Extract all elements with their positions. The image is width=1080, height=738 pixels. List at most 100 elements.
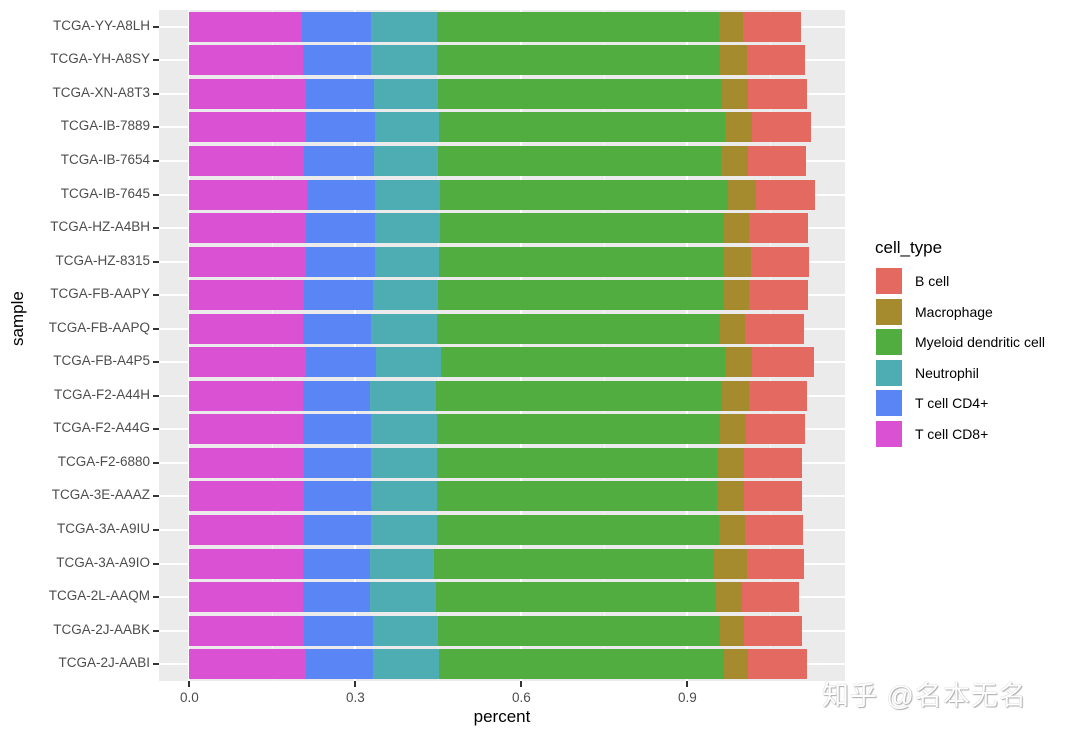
legend-swatch	[875, 389, 903, 418]
bar-segment	[302, 11, 372, 42]
bar-segment	[189, 179, 307, 210]
bar-segment	[719, 313, 745, 344]
bar-segment	[746, 414, 805, 445]
bar-segment	[189, 213, 306, 244]
bar-segment	[370, 380, 437, 411]
bar-segment	[189, 548, 304, 579]
stacked-bar	[189, 649, 807, 680]
bar-segment	[303, 414, 372, 445]
legend-items: B cell Macrophage Myeloid dendritic cell Ne…	[875, 266, 1045, 449]
x-tick-label: 0.9	[677, 690, 697, 705]
y-tick-mark	[153, 596, 159, 599]
minor-gridline	[604, 10, 606, 681]
stacked-bar	[189, 45, 806, 76]
bar-segment	[304, 280, 373, 311]
bar-segment	[713, 548, 748, 579]
y-tick-mark	[153, 529, 159, 532]
stacked-bar	[189, 447, 802, 478]
bar-segment	[439, 649, 724, 680]
bar-segment	[719, 515, 746, 546]
stacked-bar	[189, 380, 808, 411]
y-tick-label: TCGA-F2-6880	[57, 453, 150, 469]
y-tick-mark	[153, 562, 159, 565]
bar-segment	[189, 246, 306, 277]
y-tick-mark	[153, 361, 159, 364]
y-tick-label: TCGA-HZ-A4BH	[50, 219, 150, 235]
minor-gridline	[438, 10, 440, 681]
bar-segment	[752, 112, 812, 143]
bar-segment	[371, 45, 437, 76]
bar-segment	[434, 548, 714, 579]
bar-segment	[438, 112, 725, 143]
y-tick-label: TCGA-YH-A8SY	[50, 51, 150, 67]
y-tick-label: TCGA-F2-A44H	[53, 386, 150, 402]
legend-item: T cell CD8+	[875, 419, 1045, 450]
y-tick-mark	[153, 629, 159, 632]
bar-segment	[305, 78, 374, 109]
x-axis-title-text: percent	[473, 707, 531, 726]
bar-segment	[374, 246, 439, 277]
plot-panel	[159, 10, 845, 681]
bar-segment	[436, 481, 718, 512]
bar-segment	[722, 380, 750, 411]
y-tick-label: TCGA-2L-AAQM	[48, 588, 150, 604]
bar-segment	[438, 246, 724, 277]
bar-segment	[747, 45, 806, 76]
stacked-bar	[189, 481, 802, 512]
bar-segment	[374, 179, 440, 210]
bar-segment	[304, 447, 372, 478]
bar-segment	[189, 481, 305, 512]
y-tick-mark	[153, 294, 159, 297]
bar-segment	[437, 280, 724, 311]
bar-segment	[371, 414, 438, 445]
y-tick-label: TCGA-3E-AAAZ	[51, 487, 150, 503]
x-tick-label: 0.6	[511, 690, 531, 705]
bar-segment	[744, 313, 804, 344]
bar-segment	[437, 78, 723, 109]
y-tick-mark	[153, 126, 159, 129]
bar-segment	[371, 447, 437, 478]
bar-segment	[189, 280, 305, 311]
x-tick-label: 0.0	[180, 690, 199, 705]
bar-segment	[437, 145, 722, 176]
legend-label: B cell	[915, 273, 950, 290]
y-tick-label: TCGA-3A-A9IO	[56, 554, 150, 570]
bar-segment	[724, 112, 753, 143]
stacked-bar	[189, 11, 801, 42]
bar-segment	[305, 347, 376, 378]
bar-segment	[303, 45, 372, 76]
bar-segment	[305, 112, 375, 143]
bar-segment	[371, 515, 438, 546]
bar-segment	[372, 649, 440, 680]
stacked-bar	[189, 145, 807, 176]
bar-segment	[748, 78, 808, 109]
y-tick-label: TCGA-2J-AABI	[58, 655, 150, 671]
major-gridline	[354, 10, 357, 681]
y-tick-mark	[153, 394, 159, 397]
major-gridline	[520, 10, 523, 681]
bar-segment	[749, 213, 809, 244]
major-gridline	[188, 10, 191, 681]
bar-segment	[723, 649, 748, 680]
legend-item: Myeloid dendritic cell	[875, 327, 1045, 358]
minor-gridline	[272, 10, 274, 681]
y-tick-mark	[153, 159, 159, 162]
bar-segment	[716, 582, 743, 613]
bar-segment	[373, 78, 438, 109]
bar-segment	[743, 447, 802, 478]
bar-segment	[742, 11, 801, 42]
watermark: 知乎 @名本无名	[822, 681, 1027, 711]
bar-segment	[748, 280, 808, 311]
legend-label: Neutrophil	[915, 364, 979, 381]
bar-segment	[726, 347, 753, 378]
y-tick-label: TCGA-YY-A8LH	[52, 17, 150, 33]
y-tick-label: TCGA-XN-A8T3	[52, 84, 150, 100]
y-tick-mark	[153, 193, 159, 196]
bar-segment	[742, 582, 800, 613]
bar-segment	[371, 313, 437, 344]
bar-segment	[724, 213, 750, 244]
bar-segment	[441, 347, 727, 378]
bar-segment	[722, 78, 749, 109]
x-tick-mark	[520, 681, 523, 687]
bar-segment	[756, 179, 815, 210]
